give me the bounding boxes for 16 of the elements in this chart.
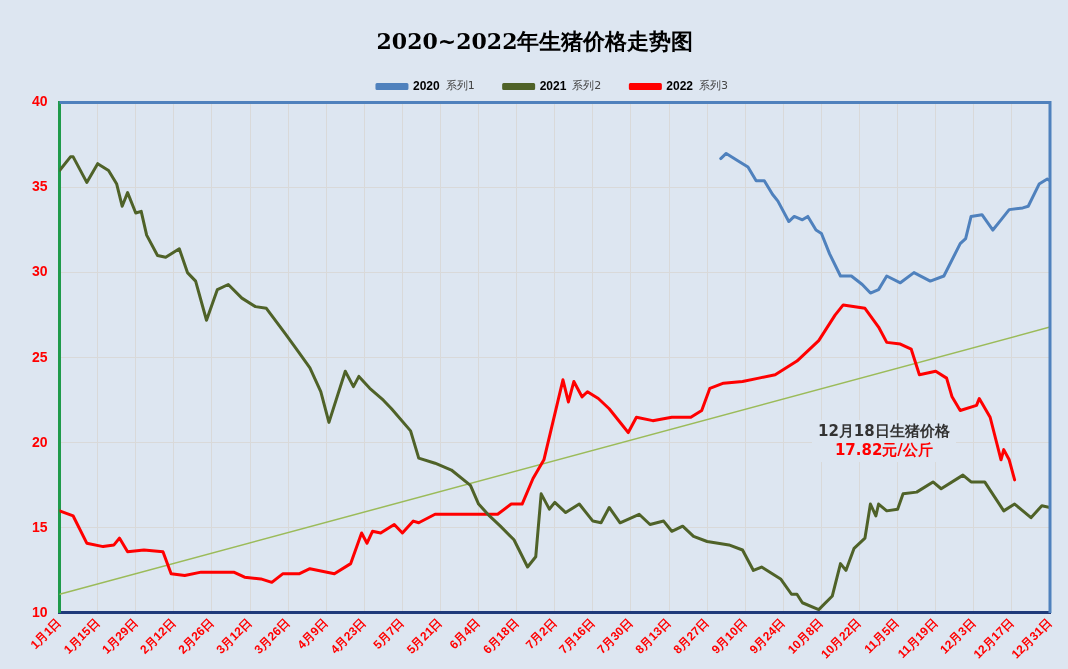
y-tick-label: 35	[31, 178, 48, 195]
chart-title: 2020~2022年生猪价格走势图	[376, 27, 694, 54]
legend-label: 2020	[412, 78, 440, 93]
legend-label: 2021	[539, 78, 567, 93]
annotation: 12月18日生猪价格	[818, 422, 950, 441]
text: 系列1	[445, 79, 475, 93]
y-tick-label: 40	[31, 93, 48, 110]
legend-label: 2022	[666, 78, 694, 93]
y-tick-label: 30	[31, 263, 48, 280]
text: 系列2	[572, 79, 602, 93]
y-tick-label: 15	[31, 518, 48, 535]
y-tick-label: 10	[31, 603, 48, 620]
text: 系列3	[699, 79, 729, 93]
y-tick-label: 20	[31, 433, 48, 450]
annotation: 17.82元/公斤	[833, 441, 934, 460]
y-tick-label: 25	[31, 348, 48, 365]
